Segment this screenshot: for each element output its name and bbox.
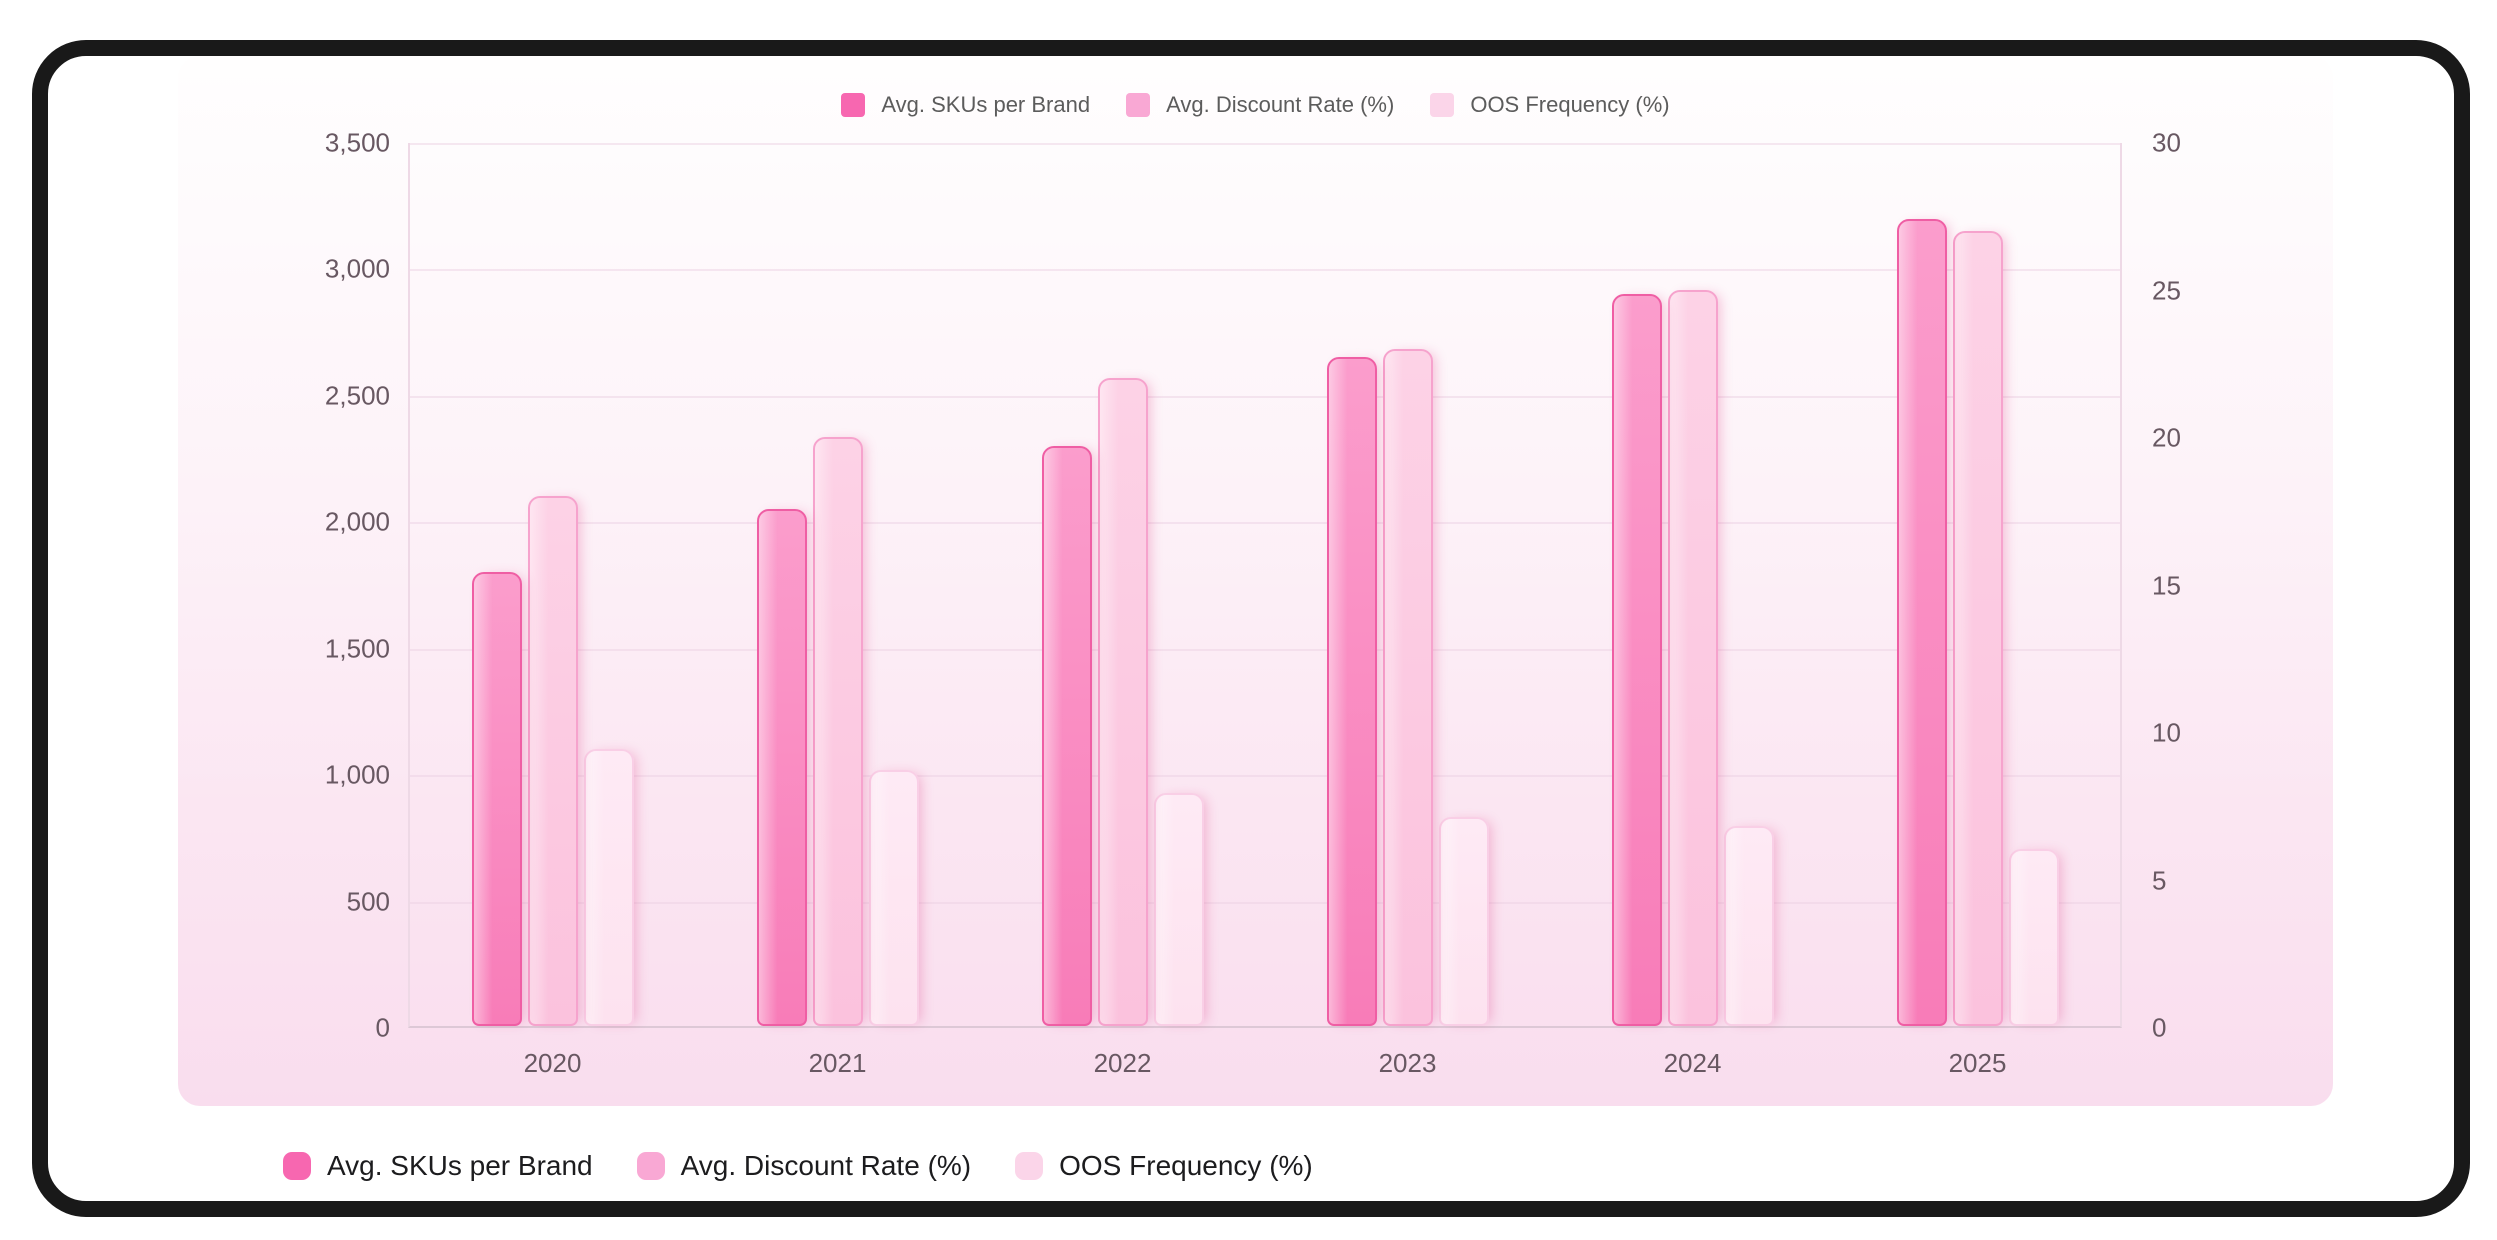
- y-axis-left-tick: 3,000: [324, 253, 390, 284]
- y-axis-right-tick: 15: [2152, 570, 2181, 600]
- legend-swatch-oos-frequency: [1430, 93, 1455, 117]
- legend-item-avg-skus-per-brand[interactable]: Avg. SKUs per Brand: [283, 1150, 593, 1182]
- y-axis-left-tick: 2,500: [324, 380, 390, 411]
- bar-2023-avg-discount-rate[interactable]: [1382, 349, 1433, 1026]
- bar-2025-avg-skus-per-brand[interactable]: [1896, 218, 1947, 1026]
- y-axis-right-tick: 25: [2152, 275, 2181, 305]
- legend-item-oos-frequency[interactable]: OOS Frequency (%): [1015, 1150, 1313, 1182]
- legend-label: OOS Frequency (%): [1059, 1150, 1313, 1181]
- y-axis-right-tick: 20: [2152, 422, 2181, 453]
- y-axis-right-tick: 0: [2152, 1012, 2167, 1043]
- plot-area: [408, 143, 2122, 1028]
- bar-2023-oos-frequency[interactable]: [1438, 817, 1489, 1026]
- bar-2025-avg-discount-rate[interactable]: [1952, 231, 2003, 1026]
- y-axis-right-tick: 10: [2152, 717, 2181, 748]
- chart-legend-bottom: Avg. SKUs per Brand Avg. Discount Rate (%…: [283, 1150, 1313, 1182]
- bar-2021-avg-skus-per-brand[interactable]: [756, 508, 807, 1026]
- x-axis-tick-2021: 2021: [808, 1048, 867, 1078]
- y-axis-right-tick: 30: [2152, 127, 2181, 158]
- legend-swatch-avg-skus-per-brand: [283, 1152, 311, 1180]
- legend-item-avg-skus-per-brand[interactable]: Avg. SKUs per Brand: [841, 92, 1090, 118]
- x-axis-tick-2024: 2024: [1663, 1048, 1722, 1078]
- legend-swatch-avg-discount-rate: [1126, 93, 1151, 117]
- legend-item-oos-frequency[interactable]: OOS Frequency (%): [1430, 92, 1670, 118]
- bar-2020-oos-frequency[interactable]: [583, 749, 634, 1026]
- bar-2021-oos-frequency[interactable]: [868, 769, 919, 1026]
- legend-swatch-avg-skus-per-brand: [841, 93, 866, 117]
- legend-label: Avg. SKUs per Brand: [327, 1150, 593, 1181]
- bar-2021-avg-discount-rate[interactable]: [812, 437, 863, 1026]
- bar-2024-avg-discount-rate[interactable]: [1667, 290, 1718, 1026]
- y-axis-left-tick: 1,000: [324, 759, 390, 790]
- y-axis-left-tick: 1,500: [324, 633, 390, 664]
- bar-2022-avg-skus-per-brand[interactable]: [1041, 445, 1092, 1026]
- x-axis-tick-2020: 2020: [523, 1048, 582, 1078]
- y-axis-left-tick: 0: [375, 1012, 390, 1043]
- chart-legend-top: Avg. SKUs per Brand Avg. Discount Rate (%…: [178, 92, 2333, 118]
- legend-label: Avg. SKUs per Brand: [881, 92, 1091, 117]
- legend-swatch-oos-frequency: [1015, 1152, 1044, 1180]
- legend-label: Avg. Discount Rate (%): [1166, 92, 1395, 117]
- gridline: [410, 775, 2120, 778]
- bar-2024-oos-frequency[interactable]: [1723, 825, 1774, 1026]
- bar-2024-avg-skus-per-brand[interactable]: [1611, 294, 1662, 1026]
- x-axis-tick-2022: 2022: [1093, 1048, 1152, 1078]
- gridline: [410, 522, 2120, 525]
- chart-card: Avg. SKUs per Brand Avg. Discount Rate (%…: [178, 56, 2333, 1106]
- legend-label: Avg. Discount Rate (%): [680, 1150, 972, 1181]
- bar-2025-oos-frequency[interactable]: [2008, 849, 2059, 1026]
- gridline: [410, 143, 2120, 145]
- y-axis-left-tick: 2,000: [324, 506, 390, 537]
- y-axis-left-tick: 3,500: [324, 127, 390, 158]
- legend-item-avg-discount-rate[interactable]: Avg. Discount Rate (%): [1126, 92, 1394, 118]
- gridline: [410, 648, 2120, 651]
- bar-2020-avg-discount-rate[interactable]: [527, 496, 578, 1026]
- legend-item-avg-discount-rate[interactable]: Avg. Discount Rate (%): [636, 1150, 972, 1182]
- gridline: [410, 395, 2120, 398]
- x-axis-tick-2023: 2023: [1378, 1048, 1437, 1078]
- gridline: [410, 901, 2120, 904]
- x-axis-tick-2025: 2025: [1948, 1048, 2007, 1078]
- bar-2023-avg-skus-per-brand[interactable]: [1326, 357, 1377, 1026]
- y-axis-left-tick: 500: [346, 886, 390, 917]
- bar-2020-avg-skus-per-brand[interactable]: [471, 571, 522, 1026]
- gridline: [410, 269, 2120, 272]
- legend-swatch-avg-discount-rate: [636, 1152, 665, 1180]
- bar-2022-avg-discount-rate[interactable]: [1097, 378, 1148, 1026]
- bar-2022-oos-frequency[interactable]: [1153, 793, 1204, 1026]
- legend-label: OOS Frequency (%): [1470, 92, 1670, 117]
- y-axis-right-tick: 5: [2152, 865, 2167, 895]
